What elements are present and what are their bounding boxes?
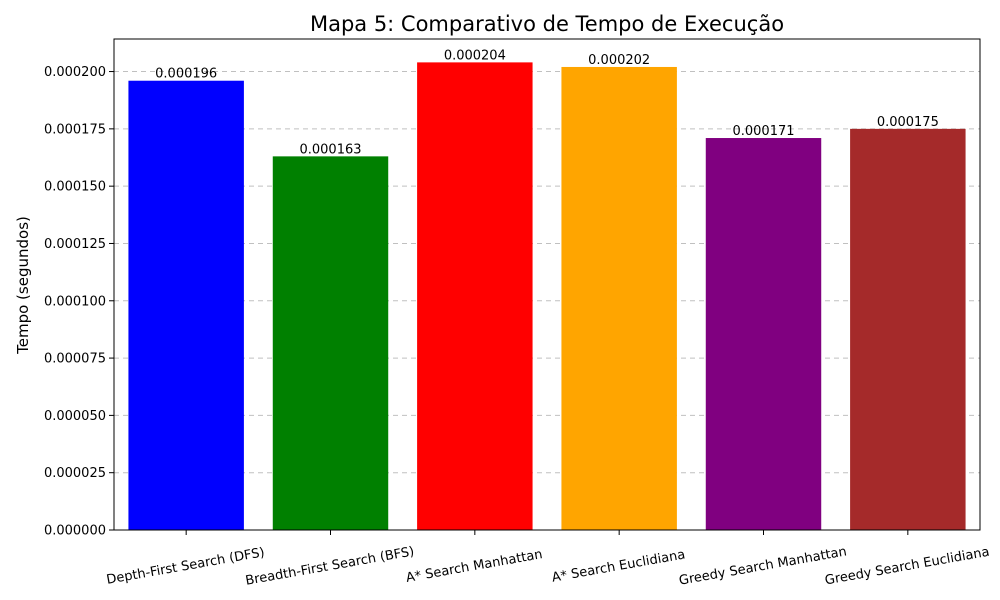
y-tick-label: 0.000100 (44, 294, 106, 309)
bar-value-label: 0.000204 (444, 48, 506, 63)
bar-value-label: 0.000196 (155, 67, 217, 82)
bar (417, 62, 533, 530)
y-tick-label: 0.000050 (44, 409, 106, 424)
bar (850, 128, 966, 531)
x-axis-ticks: Depth-First Search (DFS)Breadth-First Se… (105, 530, 991, 589)
y-tick-label: 0.000025 (44, 466, 106, 481)
y-tick-label: 0.000125 (44, 237, 106, 252)
y-tick-label: 0.000000 (44, 524, 106, 539)
chart-title: Mapa 5: Comparativo de Tempo de Execução (310, 12, 784, 36)
x-tick-label: Breadth-First Search (BFS) (244, 544, 415, 588)
bar (705, 138, 822, 530)
x-tick-label: Depth-First Search (DFS) (105, 545, 265, 588)
plot-frame (113, 38, 981, 531)
bar-value-label: 0.000171 (732, 124, 794, 139)
bar-value-label: 0.000163 (299, 142, 361, 157)
bar (272, 156, 389, 530)
x-tick-label: A* Search Euclidiana (551, 547, 687, 585)
y-tick-label: 0.000150 (44, 180, 106, 195)
x-tick-label: Greedy Search Manhattan (678, 544, 848, 588)
bar-value-label: 0.000175 (877, 115, 939, 130)
bars (128, 62, 966, 531)
y-tick-label: 0.000175 (44, 122, 106, 137)
bar (128, 80, 244, 530)
bar-value-labels: 0.000196 0.000163 0.000204 0.000202 0.000171… (155, 48, 939, 157)
y-tick-label: 0.000200 (44, 65, 106, 80)
y-axis-label: Tempo (segundos) (14, 216, 32, 355)
bar-value-label: 0.000202 (588, 53, 650, 68)
bar (561, 66, 677, 530)
x-tick-label: Greedy Search Euclidiana (824, 545, 991, 589)
x-tick-label: A* Search Manhattan (405, 547, 544, 586)
y-tick-label: 0.000075 (44, 352, 106, 367)
gridlines (114, 71, 980, 531)
y-axis-ticks: 0.000000 0.000025 0.000050 0.000075 0.000100… (44, 65, 114, 539)
